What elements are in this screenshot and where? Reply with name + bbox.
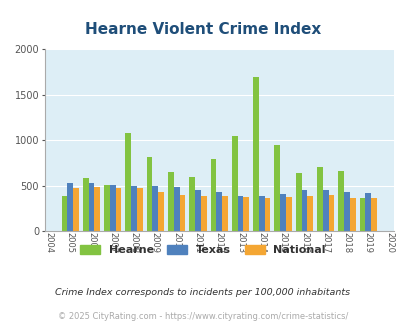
Legend: Hearne, Texas, National: Hearne, Texas, National — [80, 245, 325, 255]
Bar — [337, 171, 343, 231]
Bar — [216, 192, 222, 231]
Bar — [179, 195, 185, 231]
Bar — [131, 185, 136, 231]
Text: Hearne Violent Crime Index: Hearne Violent Crime Index — [85, 22, 320, 37]
Bar — [67, 183, 73, 231]
Bar — [194, 190, 200, 231]
Text: Crime Index corresponds to incidents per 100,000 inhabitants: Crime Index corresponds to incidents per… — [55, 287, 350, 297]
Bar — [307, 196, 312, 231]
Bar — [370, 198, 376, 231]
Bar — [189, 178, 194, 231]
Bar — [158, 192, 164, 231]
Bar — [258, 196, 264, 231]
Bar — [173, 187, 179, 231]
Bar — [125, 133, 131, 231]
Bar — [237, 196, 243, 231]
Bar — [301, 190, 307, 231]
Bar — [279, 194, 285, 231]
Bar — [343, 192, 349, 231]
Bar — [62, 196, 67, 231]
Bar — [316, 167, 322, 231]
Bar — [115, 188, 121, 231]
Bar — [295, 173, 301, 231]
Text: © 2025 CityRating.com - https://www.cityrating.com/crime-statistics/: © 2025 CityRating.com - https://www.city… — [58, 312, 347, 321]
Bar — [88, 183, 94, 231]
Bar — [222, 196, 227, 231]
Bar — [328, 195, 333, 231]
Bar — [146, 157, 152, 231]
Bar — [253, 77, 258, 231]
Bar — [73, 188, 79, 231]
Bar — [110, 185, 115, 231]
Bar — [359, 198, 364, 231]
Bar — [243, 197, 249, 231]
Bar — [322, 190, 328, 231]
Bar — [285, 197, 291, 231]
Bar — [168, 172, 173, 231]
Bar — [364, 193, 370, 231]
Bar — [274, 145, 279, 231]
Bar — [231, 136, 237, 231]
Bar — [136, 188, 142, 231]
Bar — [104, 185, 110, 231]
Bar — [94, 187, 100, 231]
Bar — [83, 178, 88, 231]
Bar — [210, 159, 216, 231]
Bar — [264, 198, 270, 231]
Bar — [152, 185, 158, 231]
Bar — [200, 196, 206, 231]
Bar — [349, 198, 355, 231]
